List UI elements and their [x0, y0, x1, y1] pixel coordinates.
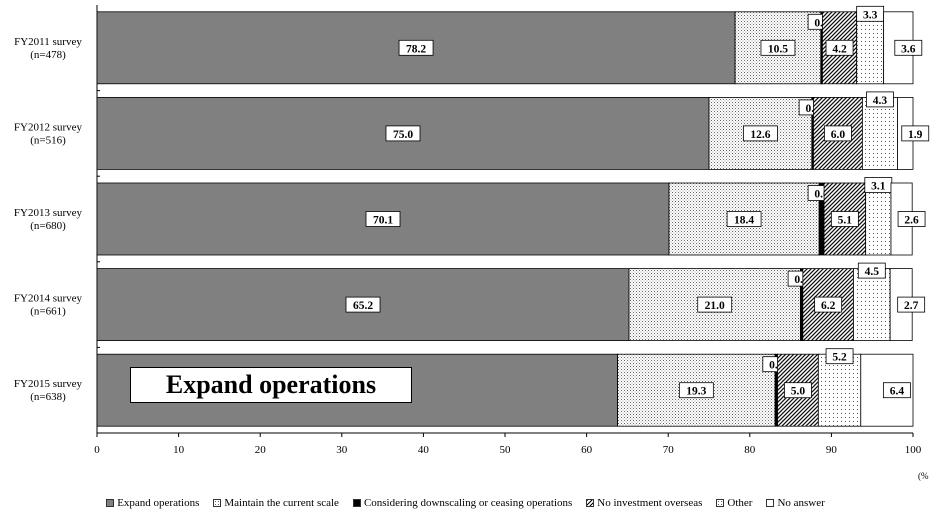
data-label: 65.2: [353, 300, 373, 312]
data-label-box: [830, 211, 859, 227]
data-label-box: [760, 39, 796, 56]
x-tick-label: 20: [255, 444, 267, 456]
legend: Expand operations Maintain the current sc…: [0, 497, 931, 509]
data-label-box: [697, 296, 733, 313]
data-label: 4.5: [865, 266, 880, 278]
data-label: 12.6: [750, 129, 770, 141]
data-label-box: [897, 296, 926, 313]
data-label: 6.0: [831, 129, 846, 141]
data-label-box: [825, 39, 854, 56]
data-label: 3.1: [871, 181, 886, 193]
x-tick-label: 0: [94, 444, 100, 456]
data-label-box: [866, 91, 894, 108]
data-label: 78.2: [406, 43, 426, 55]
data-label: 70.1: [373, 215, 393, 227]
data-label-box: [857, 262, 886, 279]
data-label-box: [784, 382, 812, 399]
bar-segment-5: [817, 353, 862, 427]
data-label: 6.4: [890, 386, 905, 398]
x-tick-label: 40: [418, 444, 430, 456]
x-tick-label: 90: [826, 444, 838, 456]
data-label: 6.2: [821, 300, 836, 312]
legend-label: No investment overseas: [597, 497, 703, 509]
x-tick-label: 80: [744, 444, 756, 456]
x-tick-label: 70: [663, 444, 675, 456]
data-label: 4.3: [873, 95, 888, 107]
x-tick-label: 30: [336, 444, 348, 456]
legend-swatch: [352, 499, 361, 507]
data-label: 2.6: [904, 215, 919, 227]
legend-item: Other: [716, 497, 752, 509]
category-label: FY2014 survey (n=661): [14, 293, 83, 318]
data-label-box: [398, 39, 434, 56]
legend-label: Other: [727, 497, 753, 509]
x-tick-label: 50: [500, 444, 512, 456]
x-tick-label: 100: [905, 444, 922, 456]
data-label: 21.0: [705, 300, 725, 312]
data-label-box: [814, 296, 843, 313]
legend-swatch: [716, 499, 725, 507]
bar-segment-2: [734, 11, 822, 85]
legend-swatch: [586, 499, 595, 507]
bar-segment-5: [856, 11, 885, 85]
data-label: 3.3: [863, 9, 878, 21]
data-label-box: [678, 382, 714, 399]
data-label: 5.2: [832, 352, 847, 364]
data-label: 10.5: [768, 43, 788, 55]
data-label-box: [901, 125, 930, 142]
bar-segment-5: [862, 97, 898, 170]
data-label-box: [882, 382, 911, 399]
legend-item: Considering downscaling or ceasing opera…: [352, 497, 573, 509]
legend-swatch: [766, 499, 775, 507]
data-label-box: [825, 348, 854, 365]
x-tick-label: 60: [581, 444, 593, 456]
data-label: 75.0: [393, 129, 413, 141]
chart-annotation-callout: Expand operations: [130, 367, 412, 403]
category-label: FY2011 survey (n=478): [14, 36, 82, 61]
legend-label: No answer: [777, 497, 825, 509]
data-label: 5.0: [791, 386, 806, 398]
data-label-box: [894, 39, 923, 56]
data-label-box: [743, 125, 778, 142]
plot-area: 0 10 20 30 40 50 60 70 80 90 100 FY2011 survey (n=47…: [14, 5, 930, 456]
legend-item: Maintain the current scale: [213, 497, 339, 509]
x-tick-label: 10: [173, 444, 185, 456]
legend-item: No investment overseas: [586, 497, 702, 509]
bar-segment-5: [853, 268, 891, 342]
data-label: 5.1: [838, 215, 853, 227]
x-axis-unit: (%: [918, 471, 929, 481]
bar-segment-5: [865, 182, 892, 256]
category-label: FY2013 survey (n=680): [14, 207, 83, 232]
category-label: FY2015 survey (n=638): [14, 378, 83, 403]
legend-item: No answer: [766, 497, 825, 509]
data-label-box: [345, 296, 381, 313]
legend-item: Expand operations: [106, 497, 199, 509]
data-label: 1.9: [908, 129, 923, 141]
legend-label: Considering downscaling or ceasing opera…: [363, 497, 573, 509]
data-label-box: [385, 125, 421, 142]
data-label: 19.3: [686, 386, 706, 398]
legend-swatch: [106, 499, 115, 507]
data-label-box: [365, 211, 401, 227]
data-label-box: [897, 211, 926, 227]
category-label: FY2012 survey (n=516): [14, 121, 83, 146]
data-label-box: [824, 125, 852, 142]
legend-label: Expand operations: [117, 497, 200, 509]
data-label: 2.7: [904, 300, 919, 312]
data-label: 4.2: [832, 43, 847, 55]
data-label: 3.6: [901, 43, 916, 55]
legend-swatch: [213, 499, 222, 507]
data-label-box: [726, 211, 762, 227]
legend-label: Maintain the current scale: [224, 497, 339, 509]
data-label: 18.4: [734, 215, 754, 227]
